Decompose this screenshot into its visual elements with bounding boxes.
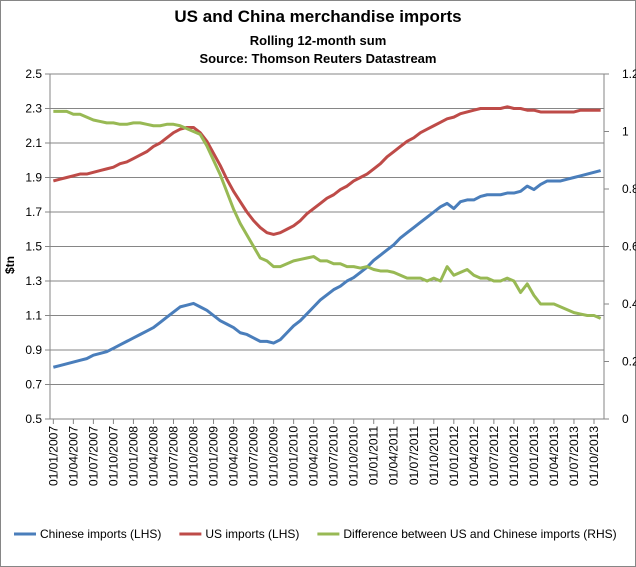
x-tick-label: 01/01/2009 xyxy=(207,426,221,486)
y-tick-label: 2.1 xyxy=(25,136,42,150)
y2-tick-label: 0.6 xyxy=(622,240,636,254)
x-tick-label: 01/01/2013 xyxy=(527,426,541,486)
legend-label: US imports (LHS) xyxy=(205,527,299,541)
y-tick-label: 0.9 xyxy=(25,343,42,357)
chart-subtitle: Rolling 12-month sum xyxy=(250,33,387,48)
x-tick-label: 01/10/2012 xyxy=(507,426,521,486)
y-axis-label: $tn xyxy=(3,256,17,274)
x-tick-label: 01/07/2011 xyxy=(407,426,421,485)
x-tick-label: 01/01/2012 xyxy=(447,426,461,486)
x-tick-label: 01/04/2007 xyxy=(66,426,80,486)
x-tick-label: 01/07/2013 xyxy=(567,426,581,486)
x-tick-label: 01/07/2010 xyxy=(327,426,341,486)
x-tick-label: 01/07/2009 xyxy=(247,426,261,486)
y-tick-label: 0.7 xyxy=(25,378,42,392)
y2-tick-label: 0.8 xyxy=(622,182,636,196)
x-tick-label: 01/07/2007 xyxy=(86,426,100,486)
series-line xyxy=(53,109,602,320)
y-tick-label: 1.1 xyxy=(25,309,42,323)
y2-tick-label: 0.4 xyxy=(622,297,636,311)
y2-tick-label: 0.2 xyxy=(622,355,636,369)
x-tick-label: 01/07/2012 xyxy=(487,426,501,486)
x-tick-label: 01/07/2008 xyxy=(166,426,180,486)
chart-source: Source: Thomson Reuters Datastream xyxy=(200,51,437,66)
x-tick-label: 01/04/2010 xyxy=(307,426,321,486)
series-line xyxy=(52,169,602,369)
x-tick-label: 01/10/2007 xyxy=(106,426,120,486)
x-tick-label: 01/01/2010 xyxy=(287,426,301,486)
x-tick-label: 01/04/2009 xyxy=(227,426,241,486)
y-tick-label: 1.5 xyxy=(25,240,42,254)
series-line xyxy=(52,105,601,236)
y-tick-label: 0.5 xyxy=(25,412,42,426)
x-tick-label: 01/04/2008 xyxy=(146,426,160,486)
x-tick-label: 01/10/2010 xyxy=(347,426,361,486)
x-tick-label: 01/10/2009 xyxy=(267,426,281,486)
x-tick-label: 01/01/2011 xyxy=(367,426,381,485)
y2-tick-label: 0 xyxy=(622,412,629,426)
chart-title: US and China merchandise imports xyxy=(174,7,461,26)
y2-tick-label: 1 xyxy=(622,125,629,139)
legend-label: Chinese imports (LHS) xyxy=(40,527,161,541)
x-tick-label: 01/10/2013 xyxy=(587,426,601,486)
x-tick-label: 01/01/2007 xyxy=(46,426,60,486)
y-tick-label: 1.3 xyxy=(25,274,42,288)
y-tick-label: 1.7 xyxy=(25,205,42,219)
x-tick-label: 01/01/2008 xyxy=(126,426,140,486)
x-tick-label: 01/10/2008 xyxy=(187,426,201,486)
y-tick-label: 2.5 xyxy=(25,67,42,81)
y-tick-label: 1.9 xyxy=(25,171,42,185)
x-tick-label: 01/04/2012 xyxy=(467,426,481,486)
legend-label: Difference between US and Chinese import… xyxy=(343,527,616,541)
y-tick-label: 2.3 xyxy=(25,102,42,116)
y2-tick-label: 1.2 xyxy=(622,67,636,81)
x-tick-label: 01/04/2013 xyxy=(547,426,561,486)
x-tick-label: 01/04/2011 xyxy=(387,426,401,485)
x-tick-label: 01/10/2011 xyxy=(427,426,441,485)
